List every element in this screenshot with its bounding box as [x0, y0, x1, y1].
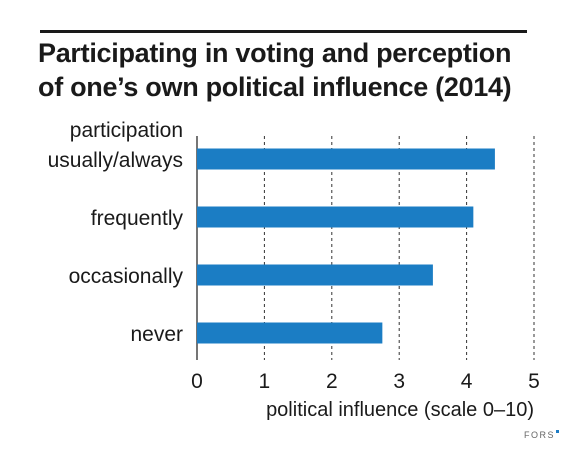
- x-tick-label: 4: [461, 370, 473, 393]
- brand-dot-icon: [556, 430, 559, 433]
- category-label: usually/always: [48, 149, 183, 172]
- brand-logo: FORS: [524, 430, 559, 440]
- brand-name: FORS: [523, 430, 555, 440]
- bar-usually-always: [197, 148, 495, 170]
- title-rule: [40, 30, 527, 33]
- category-label: frequently: [91, 207, 184, 230]
- category-label: occasionally: [69, 265, 184, 288]
- bar-frequently: [197, 206, 474, 228]
- x-tick-label: 0: [191, 370, 203, 393]
- bar-never: [197, 322, 383, 344]
- x-axis-label: political influence (scale 0–10): [266, 399, 534, 421]
- x-tick-label: 5: [528, 370, 540, 393]
- x-tick-label: 1: [259, 370, 271, 393]
- chart-title: Participating in voting and perception o…: [38, 38, 512, 102]
- x-tick-label: 3: [393, 370, 405, 393]
- category-axis-label: participation: [70, 119, 183, 142]
- x-tick-label: 2: [326, 370, 338, 393]
- bar-occasionally: [197, 264, 433, 286]
- category-label: never: [130, 323, 183, 346]
